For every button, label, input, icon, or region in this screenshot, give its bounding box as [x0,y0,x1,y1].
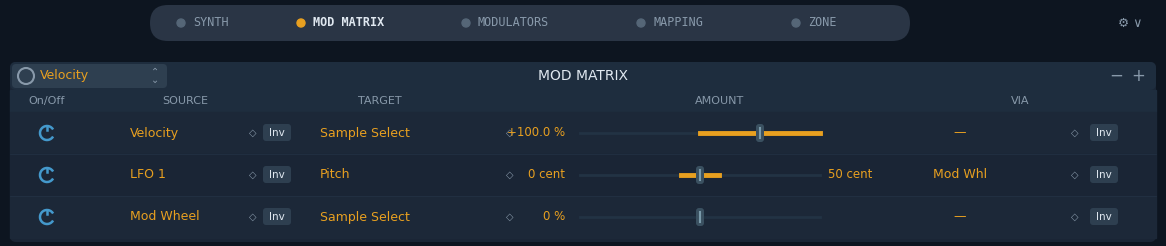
Text: Mod Whl: Mod Whl [933,169,988,182]
Text: —: — [954,126,967,139]
FancyBboxPatch shape [10,62,1156,90]
Text: AMOUNT: AMOUNT [695,96,745,106]
Text: +100.0 %: +100.0 % [507,126,566,139]
FancyBboxPatch shape [1090,166,1118,183]
Text: MOD MATRIX: MOD MATRIX [312,16,385,30]
Text: SYNTH: SYNTH [194,16,229,30]
Text: ◇: ◇ [506,128,514,138]
Text: Inv: Inv [269,128,285,138]
Text: Inv: Inv [1096,128,1112,138]
FancyBboxPatch shape [696,166,704,184]
Text: ⚙ ∨: ⚙ ∨ [1118,16,1143,30]
FancyBboxPatch shape [696,208,704,226]
Text: Sample Select: Sample Select [319,211,410,224]
Text: ZONE: ZONE [808,16,836,30]
Text: —: — [954,211,967,224]
Text: ◇: ◇ [250,212,257,222]
Bar [10,196,1156,238]
Text: VIA: VIA [1011,96,1030,106]
Text: LFO 1: LFO 1 [129,169,166,182]
Circle shape [177,19,185,27]
Text: On/Off: On/Off [29,96,65,106]
FancyBboxPatch shape [12,64,167,88]
FancyBboxPatch shape [264,208,292,225]
Text: Velocity: Velocity [129,126,180,139]
Text: Inv: Inv [269,212,285,222]
Bar [10,154,1156,196]
Text: MOD MATRIX: MOD MATRIX [538,69,628,83]
Text: ◇: ◇ [250,128,257,138]
Bar [10,90,1156,112]
Circle shape [462,19,470,27]
Text: ◇: ◇ [506,212,514,222]
Text: 50 cent: 50 cent [828,169,872,182]
FancyBboxPatch shape [1090,208,1118,225]
Text: Velocity: Velocity [40,70,89,82]
Text: Sample Select: Sample Select [319,126,410,139]
FancyBboxPatch shape [264,166,292,183]
FancyBboxPatch shape [1090,124,1118,141]
Text: ◇: ◇ [1072,212,1079,222]
Text: ⌃
⌄: ⌃ ⌄ [150,67,159,85]
Text: MODULATORS: MODULATORS [478,16,549,30]
FancyBboxPatch shape [10,62,1156,242]
Circle shape [297,19,305,27]
Text: Inv: Inv [1096,170,1112,180]
Text: −: − [1109,67,1123,85]
Text: SOURCE: SOURCE [162,96,208,106]
Text: Pitch: Pitch [319,169,351,182]
Text: ◇: ◇ [1072,170,1079,180]
Text: Mod Wheel: Mod Wheel [129,211,199,224]
Text: Inv: Inv [269,170,285,180]
Text: ◇: ◇ [250,170,257,180]
FancyBboxPatch shape [756,124,764,142]
FancyBboxPatch shape [264,124,292,141]
Circle shape [637,19,645,27]
Text: MAPPING: MAPPING [653,16,703,30]
Bar [10,112,1156,154]
Text: TARGET: TARGET [358,96,402,106]
Text: Inv: Inv [1096,212,1112,222]
Text: +: + [1131,67,1145,85]
FancyBboxPatch shape [150,5,909,41]
Text: 0 cent: 0 cent [528,169,566,182]
Text: 0 %: 0 % [542,211,566,224]
Text: ◇: ◇ [506,170,514,180]
Circle shape [792,19,800,27]
Text: ◇: ◇ [1072,128,1079,138]
